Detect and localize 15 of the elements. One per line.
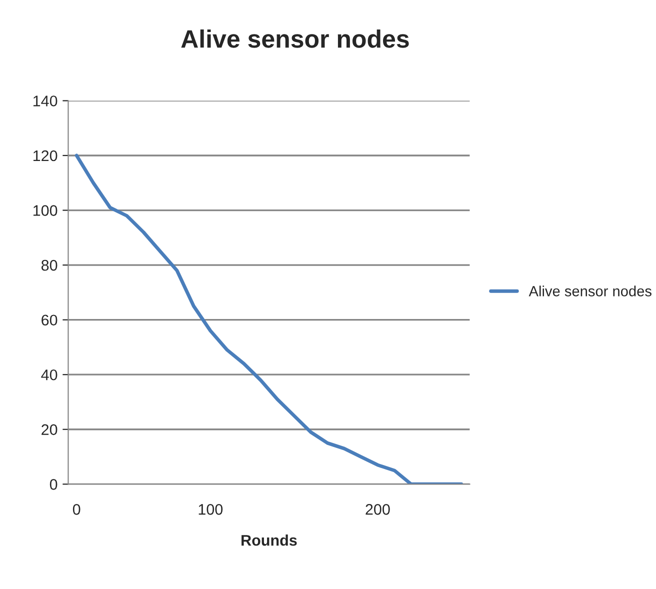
chart-title: Alive sensor nodes — [181, 29, 409, 48]
y-tick-label: 60 — [42, 314, 58, 326]
y-tick-label: 100 — [33, 205, 58, 216]
x-axis-title: Rounds — [242, 534, 297, 546]
y-tick-label: 0 — [50, 479, 58, 490]
x-tick-label: 200 — [366, 504, 390, 515]
y-tick-label: 20 — [42, 424, 58, 436]
legend-label: Alive sensor nodes — [528, 286, 652, 296]
y-tick-label: 120 — [33, 150, 58, 162]
y-tick-label: 140 — [33, 96, 58, 106]
x-tick-label: 100 — [198, 504, 223, 515]
y-tick-label: 40 — [41, 369, 58, 380]
x-tick-label: 0 — [72, 504, 80, 515]
line-series — [74, 154, 464, 484]
y-tick-label: 80 — [41, 260, 58, 271]
